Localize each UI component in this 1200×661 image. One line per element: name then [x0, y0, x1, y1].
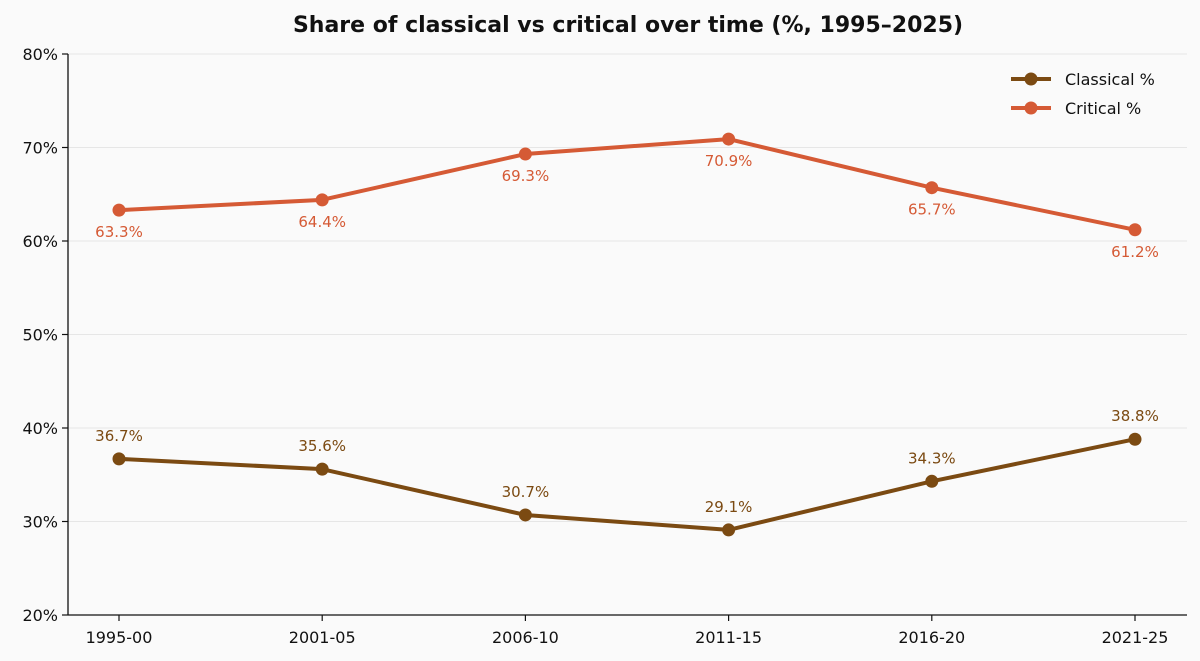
grid-lines [68, 53, 1187, 522]
data-label-classical: 38.8% [1111, 407, 1159, 425]
series-line-critical [117, 137, 1137, 232]
y-tick-label: 50% [22, 326, 58, 345]
data-label-classical: 36.7% [95, 427, 143, 445]
x-tick-label: 1995-00 [86, 628, 153, 647]
data-label-critical: 65.7% [908, 201, 956, 219]
y-tick-label: 70% [22, 139, 58, 158]
y-tick-label: 60% [22, 232, 58, 251]
legend: Classical % Critical % [1011, 70, 1155, 118]
data-label-critical: 61.2% [1111, 243, 1159, 261]
data-point-critical [315, 193, 329, 207]
data-label-classical: 35.6% [298, 437, 346, 455]
legend-marker-critical [1024, 101, 1038, 115]
x-axis-ticks: 1995-00 2001-05 2006-10 2011-15 2016-20 2021-… [86, 615, 1169, 647]
data-point-classical [518, 508, 532, 522]
y-axis-ticks: 20% 30% 40% 50% 60% 70% 80% [22, 45, 68, 625]
data-label-critical: 64.4% [298, 213, 346, 231]
data-point-classical [925, 474, 939, 488]
legend-marker-classical [1024, 72, 1038, 86]
data-point-critical [518, 147, 532, 161]
data-label-critical: 70.9% [705, 152, 753, 170]
data-label-critical: 63.3% [95, 223, 143, 241]
series-layer: 36.7% 35.6% 30.7% 29.1% 34.3% 38.8% 63.3% 64.4%… [95, 132, 1159, 537]
data-point-classical [112, 452, 126, 466]
x-tick-label: 2001-05 [289, 628, 356, 647]
data-label-classical: 34.3% [908, 449, 956, 467]
x-tick-label: 2021-25 [1102, 628, 1169, 647]
y-tick-label: 30% [22, 513, 58, 532]
series-line-classical [117, 437, 1137, 532]
y-tick-label: 40% [22, 419, 58, 438]
y-tick-label: 80% [22, 45, 58, 64]
x-tick-label: 2011-15 [695, 628, 762, 647]
data-point-classical [722, 523, 736, 537]
legend-label-classical: Classical % [1065, 70, 1155, 89]
data-point-critical [112, 203, 126, 217]
data-point-critical [925, 181, 939, 195]
x-tick-label: 2006-10 [492, 628, 559, 647]
y-tick-label: 20% [22, 606, 58, 625]
x-tick-label: 2016-20 [898, 628, 965, 647]
data-label-critical: 69.3% [502, 167, 550, 185]
chart-title: Share of classical vs critical over time… [293, 13, 963, 38]
data-label-classical: 30.7% [502, 483, 550, 501]
legend-label-critical: Critical % [1065, 99, 1141, 118]
data-point-classical [1128, 432, 1142, 446]
data-point-critical [1128, 223, 1142, 237]
data-label-classical: 29.1% [705, 498, 753, 516]
data-point-classical [315, 462, 329, 476]
data-point-critical [722, 132, 736, 146]
